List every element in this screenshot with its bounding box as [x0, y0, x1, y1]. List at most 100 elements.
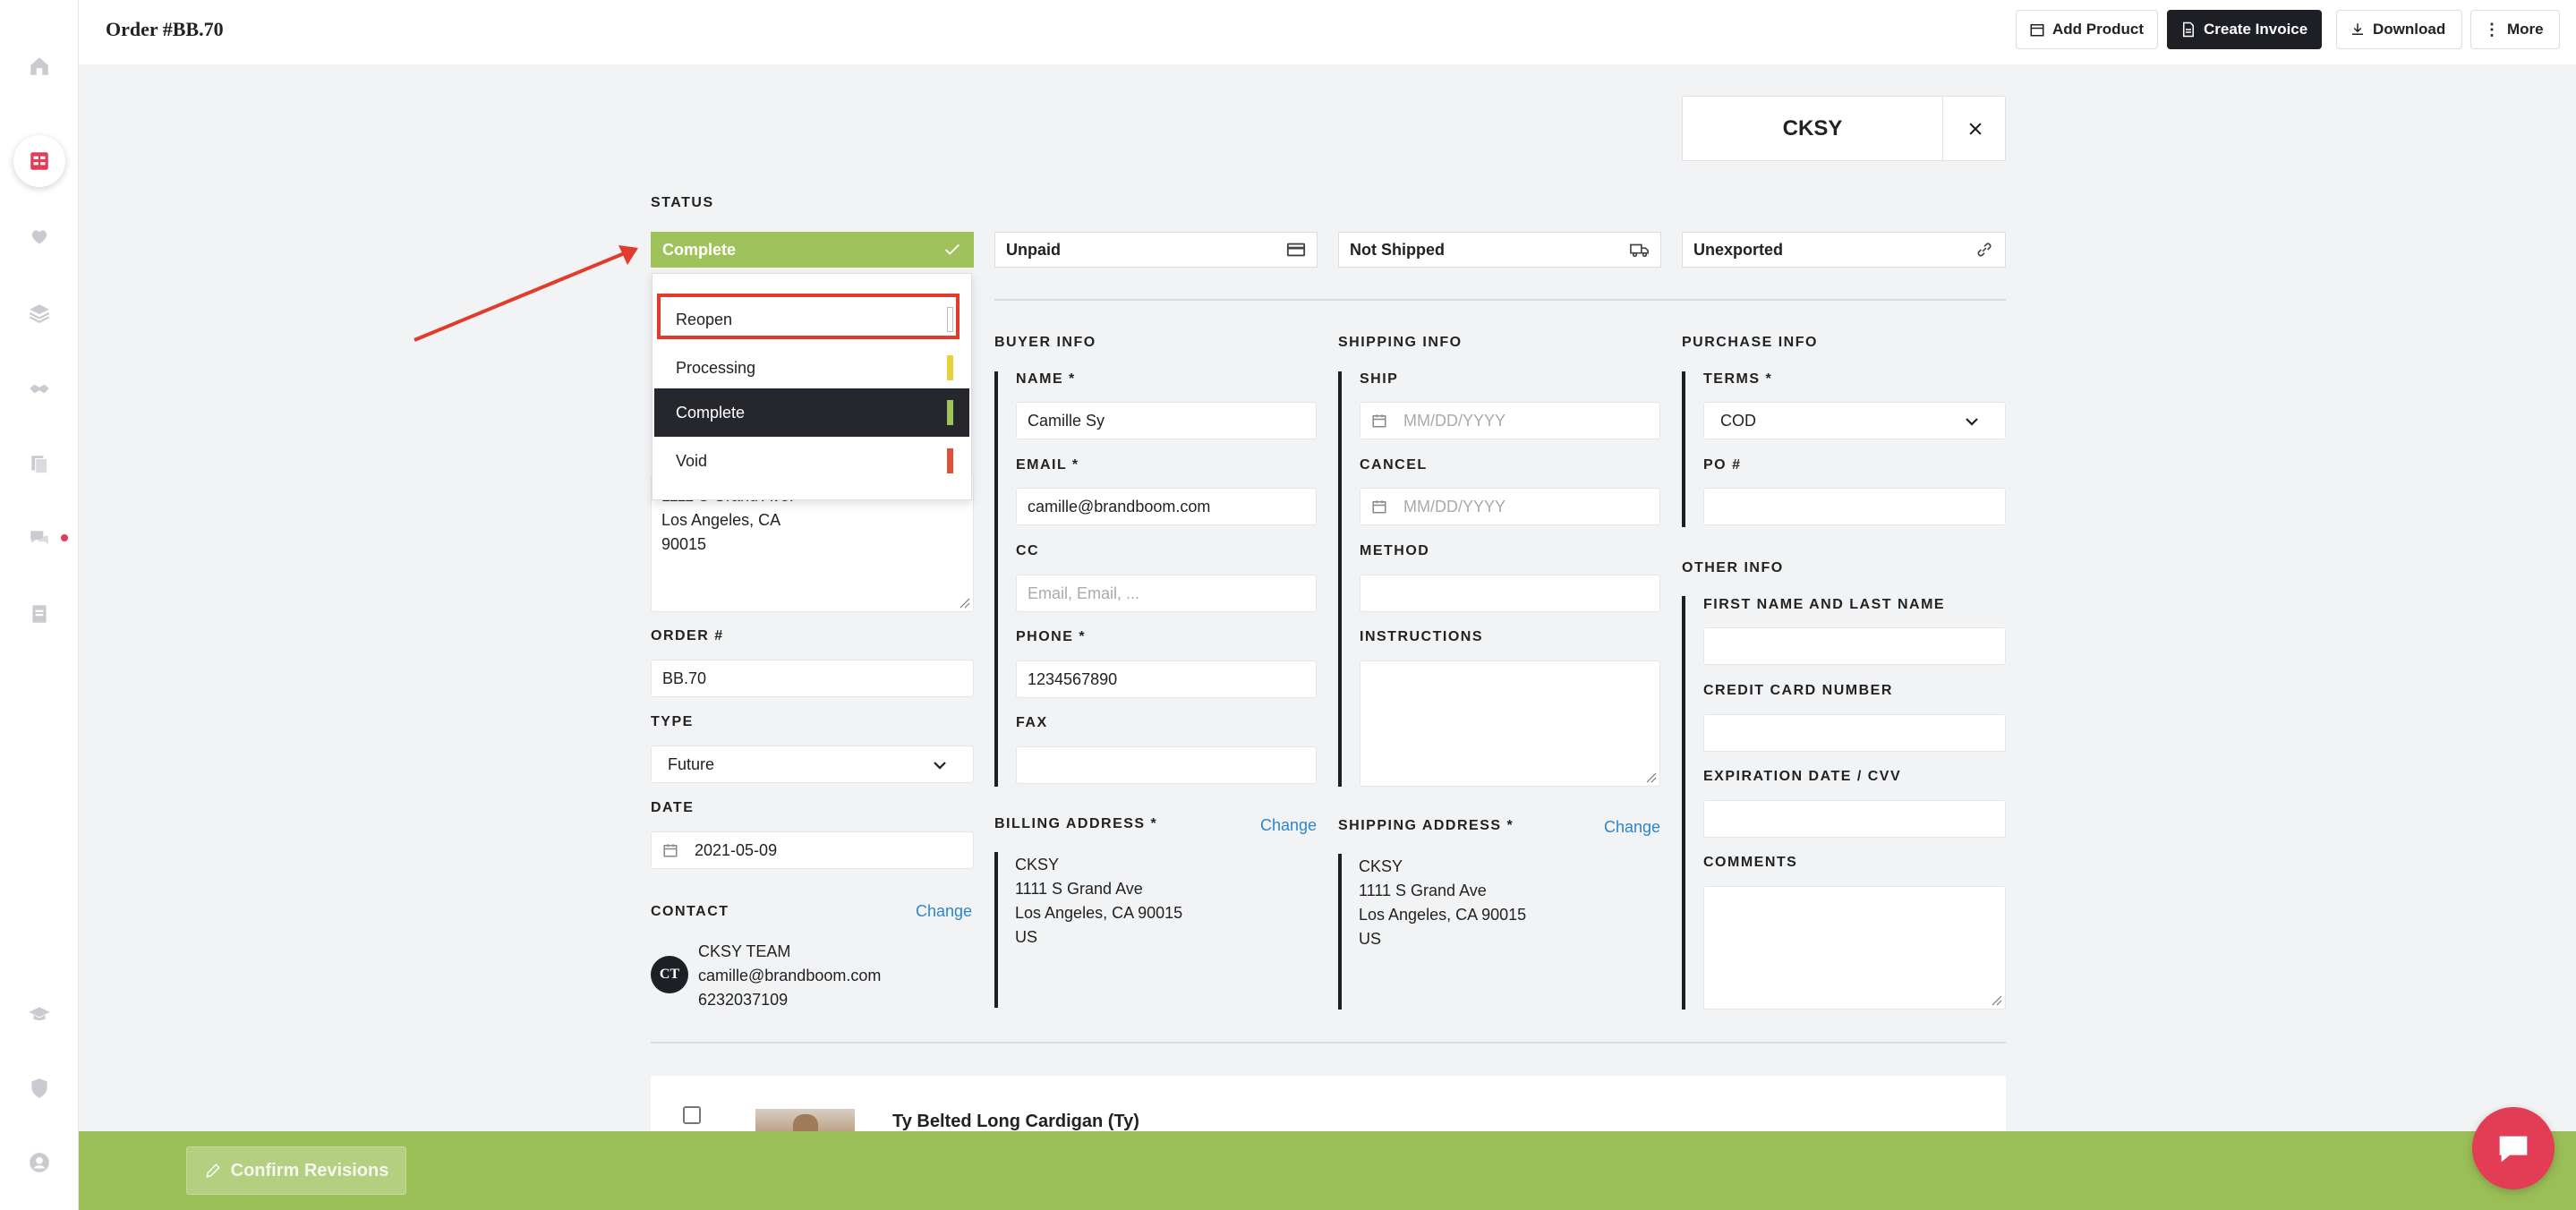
menu-item-label: Reopen [676, 310, 733, 328]
expiration-input[interactable] [1703, 800, 2006, 838]
page-title: Order #BB.70 [106, 18, 224, 40]
address-line: 1111 S Grand Ave [1015, 880, 1143, 898]
product-checkbox[interactable] [683, 1106, 701, 1124]
date-input[interactable]: 2021-05-09 [651, 831, 974, 869]
calendar-icon [2030, 24, 2044, 37]
status-label: STATUS [651, 195, 714, 210]
cc-input[interactable]: Email, Email, ... [1016, 575, 1317, 612]
messages-icon[interactable] [24, 524, 55, 554]
shipping-change-link[interactable]: Change [1604, 818, 1661, 836]
full-name-label: FIRST NAME AND LAST NAME [1703, 597, 1946, 612]
billing-address-text: CKSY 1111 S Grand Ave Los Angeles, CA 90… [1015, 853, 1182, 950]
comments-label: COMMENTS [1703, 855, 1798, 870]
email-input[interactable]: camille@brandboom.com [1016, 488, 1317, 525]
annotation-arrow-icon [414, 245, 638, 342]
method-label: METHOD [1360, 543, 1430, 558]
pencil-icon [205, 1163, 220, 1178]
comments-textarea[interactable] [1703, 886, 2006, 1010]
terms-select[interactable]: COD [1703, 402, 2006, 439]
menu-item-processing[interactable]: Processing [654, 344, 969, 392]
create-invoice-button[interactable]: Create Invoice [2167, 10, 2322, 49]
payment-status-select[interactable]: Unpaid [994, 232, 1318, 268]
address-line: 90015 [661, 535, 707, 553]
section-bar [1338, 854, 1342, 1010]
kebab-icon: ⋮ [2484, 20, 2500, 38]
resize-handle-icon[interactable] [1644, 771, 1657, 783]
full-name-input[interactable] [1703, 627, 2006, 665]
billing-change-link[interactable]: Change [1260, 816, 1318, 834]
home-icon[interactable] [24, 51, 55, 81]
buyer-info-heading: BUYER INFO [994, 335, 1096, 350]
graduation-cap-icon[interactable] [24, 999, 55, 1029]
more-button[interactable]: ⋮ More [2470, 10, 2560, 49]
address-line: Los Angeles, CA 90015 [1359, 906, 1527, 924]
section-bar [1338, 371, 1342, 787]
heart-hands-icon[interactable] [24, 221, 55, 251]
menu-item-label: Complete [676, 403, 746, 422]
orders-icon[interactable] [13, 135, 65, 187]
truck-icon [1630, 243, 1649, 258]
status-color-swatch [947, 400, 953, 425]
status-color-swatch [947, 307, 953, 332]
layers-icon[interactable] [24, 298, 55, 328]
name-input[interactable]: Camille Sy [1016, 402, 1317, 439]
shipping-status-select[interactable]: Not Shipped [1338, 232, 1661, 268]
phone-input[interactable]: 1234567890 [1016, 660, 1317, 698]
cancel-label: CANCEL [1360, 457, 1428, 473]
fax-input[interactable] [1016, 746, 1317, 784]
menu-item-complete[interactable]: Complete [654, 388, 969, 437]
address-line: US [1359, 930, 1382, 948]
order-status-select[interactable]: Complete [651, 232, 974, 268]
shield-icon[interactable] [24, 1073, 55, 1103]
user-icon[interactable] [24, 1147, 55, 1178]
add-product-button[interactable]: Add Product [2016, 10, 2158, 49]
expiration-label: EXPIRATION DATE / CVV [1703, 769, 1902, 784]
menu-item-reopen[interactable]: Reopen [654, 295, 969, 344]
resize-handle-icon[interactable] [1990, 993, 2002, 1006]
terms-value: COD [1720, 411, 1756, 430]
credit-card-input[interactable] [1703, 714, 2006, 752]
sidebar [0, 0, 79, 1210]
more-label: More [2507, 21, 2544, 38]
resize-handle-icon[interactable] [958, 596, 970, 609]
create-invoice-label: Create Invoice [2204, 21, 2308, 38]
status-dropdown-menu: Reopen Processing Complete Void [652, 273, 972, 500]
name-label: NAME * [1016, 371, 1076, 387]
type-select[interactable]: Future [651, 746, 974, 783]
chevron-down-icon [934, 762, 946, 770]
clipboard-icon[interactable] [24, 599, 55, 629]
phone-label: PHONE * [1016, 629, 1087, 644]
ship-date-input[interactable]: MM/DD/YYYY [1360, 402, 1660, 439]
order-status-value: Complete [662, 240, 737, 259]
close-button[interactable] [1942, 97, 2007, 160]
type-value: Future [668, 754, 715, 773]
po-input[interactable] [1703, 488, 2006, 525]
section-bar [994, 371, 998, 787]
menu-item-void[interactable]: Void [654, 437, 969, 485]
add-product-label: Add Product [2052, 21, 2144, 38]
shipping-address-heading: SHIPPING ADDRESS * [1338, 818, 1514, 833]
order-number-input[interactable]: BB.70 [651, 660, 974, 697]
contact-change-link[interactable]: Change [916, 902, 973, 920]
instructions-textarea[interactable] [1360, 660, 1660, 787]
order-number-label: ORDER # [651, 628, 724, 643]
download-button[interactable]: Download [2336, 10, 2462, 49]
menu-item-label: Processing [676, 358, 756, 377]
notification-dot [61, 534, 68, 541]
credit-card-label: CREDIT CARD NUMBER [1703, 683, 1893, 698]
terms-label: TERMS * [1703, 371, 1773, 387]
method-input[interactable] [1360, 575, 1660, 612]
menu-item-label: Void [676, 451, 708, 470]
cancel-date-input[interactable]: MM/DD/YYYY [1360, 488, 1660, 525]
handshake-icon[interactable] [24, 374, 55, 405]
confirm-revisions-label: Confirm Revisions [230, 1160, 389, 1180]
documents-icon[interactable] [24, 449, 55, 480]
contact-label: CONTACT [651, 904, 729, 919]
confirm-revisions-button[interactable]: Confirm Revisions [186, 1146, 406, 1195]
company-selector: CKSY [1682, 96, 2006, 161]
company-code[interactable]: CKSY [1782, 115, 1843, 141]
export-status-select[interactable]: Unexported [1682, 232, 2006, 268]
link-icon [1977, 243, 1992, 257]
chat-button[interactable] [2472, 1107, 2555, 1189]
address-line: US [1015, 928, 1038, 946]
